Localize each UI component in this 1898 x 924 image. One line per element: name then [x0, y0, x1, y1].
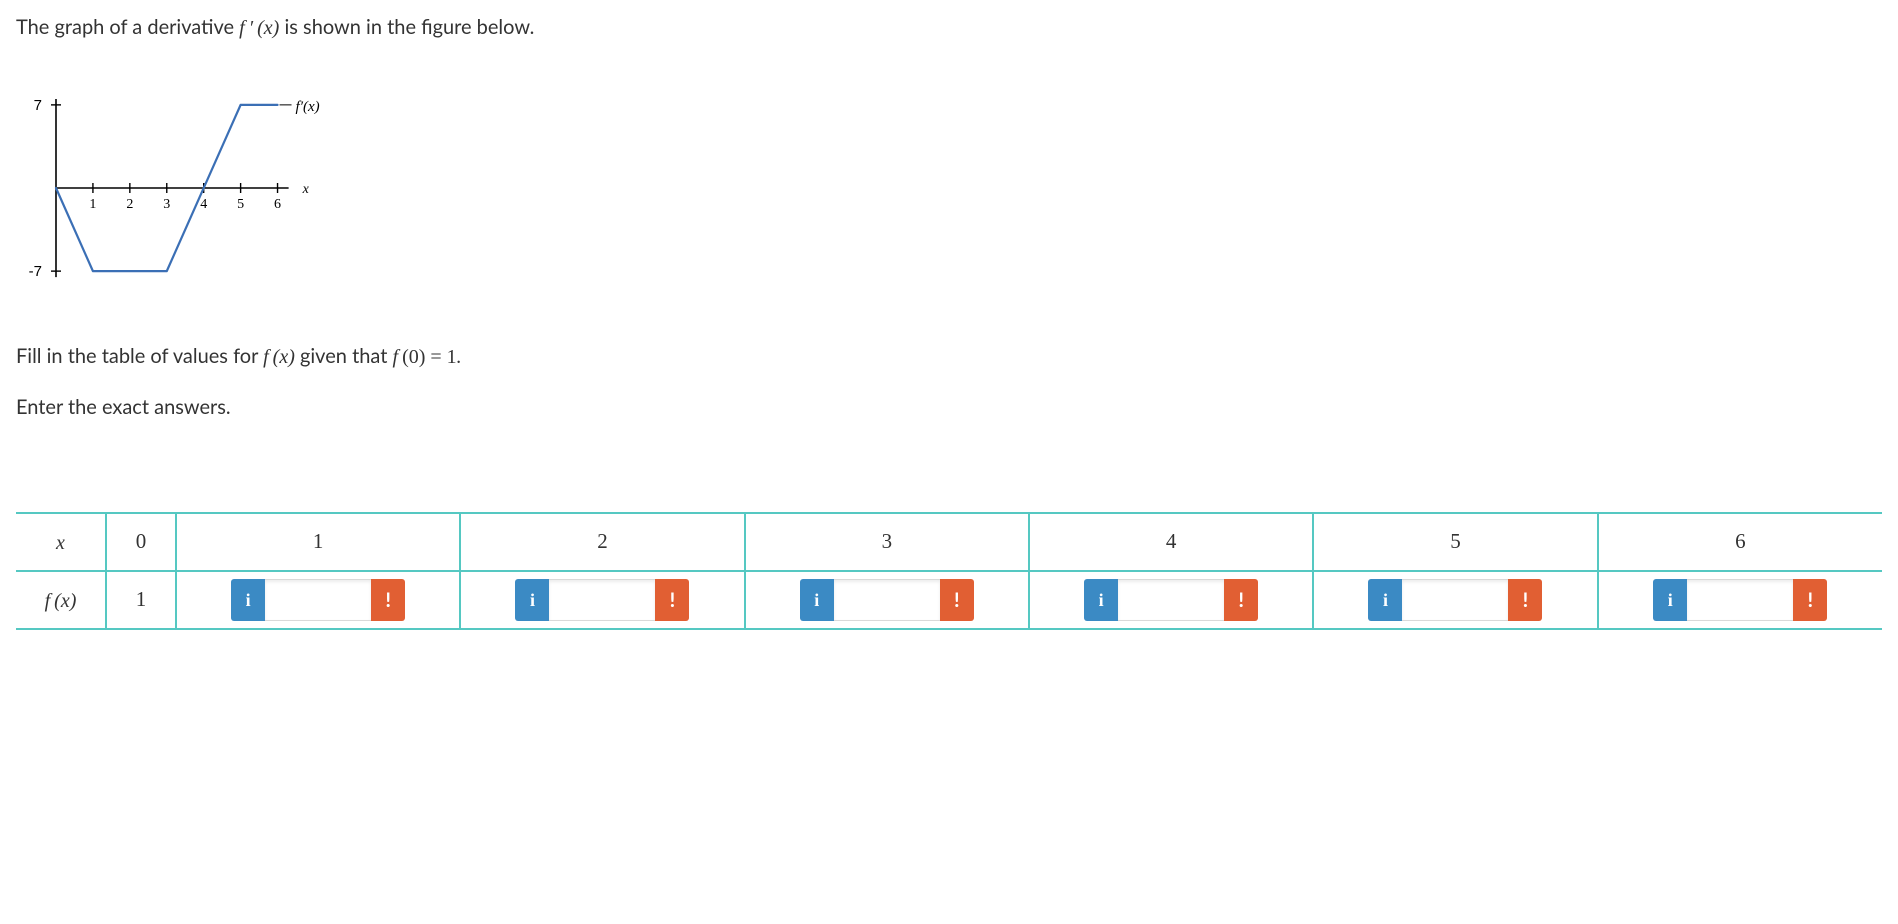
derivative-chart: 1 2 3 4 5 6 -7 7 x f′(x) [16, 83, 1882, 301]
answer-table: x 0 1 2 3 4 5 6 f (x) 1 i! i! i! i! i! i… [16, 512, 1882, 630]
table-row-fx: f (x) 1 i! i! i! i! i! i! [16, 571, 1882, 629]
fx-cell-3: i! [745, 571, 1029, 629]
instruction-line-2: Enter the exact answers. [16, 392, 1882, 422]
fx-5-input[interactable] [1402, 579, 1508, 621]
info-icon[interactable]: i [231, 579, 265, 621]
svg-text:7: 7 [34, 97, 42, 114]
warn-icon[interactable]: ! [371, 579, 405, 621]
answer-field-3: i! [800, 579, 974, 621]
answer-field-4: i! [1084, 579, 1258, 621]
fx-6-input[interactable] [1687, 579, 1793, 621]
warn-icon[interactable]: ! [1224, 579, 1258, 621]
warn-icon[interactable]: ! [1508, 579, 1542, 621]
answer-field-5: i! [1368, 579, 1542, 621]
svg-text:4: 4 [200, 197, 207, 212]
x-val-4: 4 [1029, 513, 1313, 571]
info-icon[interactable]: i [800, 579, 834, 621]
answer-field-6: i! [1653, 579, 1827, 621]
answer-field-2: i! [515, 579, 689, 621]
warn-icon[interactable]: ! [940, 579, 974, 621]
info-icon[interactable]: i [1368, 579, 1402, 621]
q1-fn: f ′ (x) [239, 17, 279, 39]
q1-pre: The graph of a derivative [16, 15, 239, 39]
svg-text:-7: -7 [29, 263, 42, 280]
row-label-fx: f (x) [16, 571, 106, 629]
info-icon[interactable]: i [1653, 579, 1687, 621]
question-line-1: The graph of a derivative f ′ (x) is sho… [16, 12, 1882, 43]
info-icon[interactable]: i [515, 579, 549, 621]
fx-3-input[interactable] [834, 579, 940, 621]
x-val-5: 5 [1313, 513, 1597, 571]
chart-svg: 1 2 3 4 5 6 -7 7 x f′(x) [16, 83, 394, 293]
row-label-x: x [16, 513, 106, 571]
x-val-3: 3 [745, 513, 1029, 571]
svg-text:1: 1 [89, 197, 96, 212]
x-val-1: 1 [176, 513, 460, 571]
answer-field-1: i! [231, 579, 405, 621]
instruction-line: Fill in the table of values for f (x) gi… [16, 341, 1882, 372]
instr-fn: f (x) [263, 346, 295, 368]
svg-text:x: x [302, 182, 310, 197]
x-val-0: 0 [106, 513, 176, 571]
fx-2-input[interactable] [549, 579, 655, 621]
info-icon[interactable]: i [1084, 579, 1118, 621]
x-val-2: 2 [460, 513, 744, 571]
fx-val-0: 1 [106, 571, 176, 629]
svg-text:2: 2 [126, 197, 133, 212]
instr-mid: given that [300, 344, 393, 368]
fx-4-input[interactable] [1118, 579, 1224, 621]
warn-icon[interactable]: ! [1793, 579, 1827, 621]
svg-text:5: 5 [237, 197, 244, 212]
fx-cell-6: i! [1598, 571, 1882, 629]
warn-icon[interactable]: ! [655, 579, 689, 621]
x-val-6: 6 [1598, 513, 1882, 571]
fx-cell-2: i! [460, 571, 744, 629]
instr-cond: f (0) = 1. [393, 346, 462, 368]
fx-1-input[interactable] [265, 579, 371, 621]
fx-cell-1: i! [176, 571, 460, 629]
svg-text:3: 3 [163, 197, 170, 212]
svg-text:6: 6 [274, 197, 281, 212]
instr-pre: Fill in the table of values for [16, 344, 263, 368]
svg-text:f′(x): f′(x) [296, 99, 320, 115]
fx-cell-5: i! [1313, 571, 1597, 629]
fx-cell-4: i! [1029, 571, 1313, 629]
table-row-x: x 0 1 2 3 4 5 6 [16, 513, 1882, 571]
q1-post: is shown in the figure below. [284, 15, 534, 39]
